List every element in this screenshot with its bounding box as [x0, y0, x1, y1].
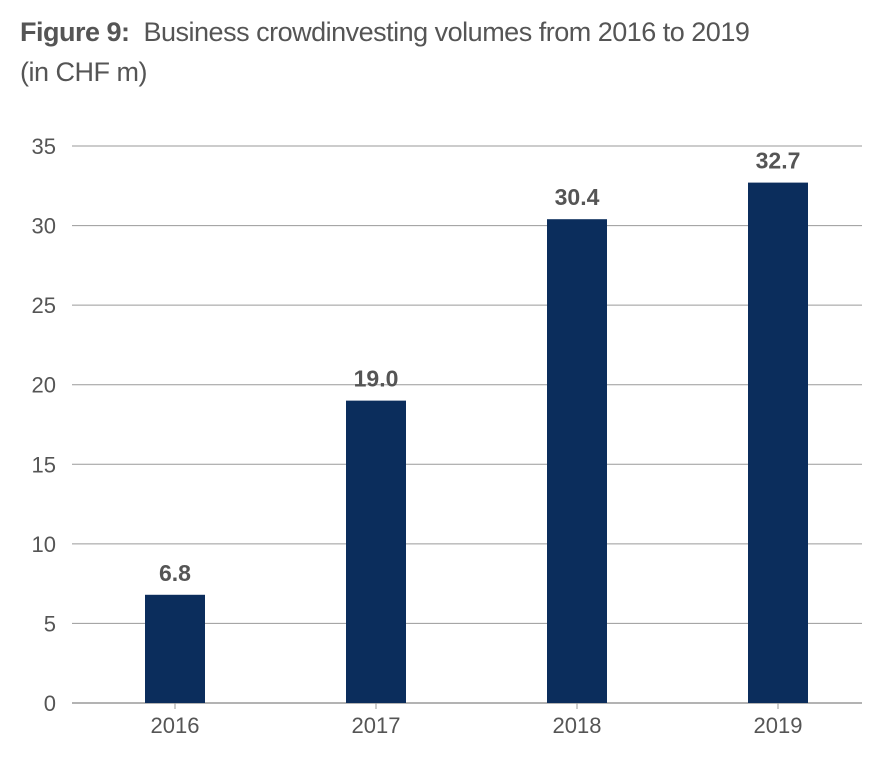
y-tick-label: 15 [32, 452, 56, 477]
bar-2018 [547, 219, 607, 703]
y-tick-label: 35 [32, 134, 56, 159]
y-tick-label: 30 [32, 214, 56, 239]
y-tick-label: 10 [32, 532, 56, 557]
x-tick-label: 2016 [151, 713, 200, 738]
x-tick-label: 2018 [553, 713, 602, 738]
title-text: Business crowdinvesting volumes from 201… [143, 17, 750, 47]
y-tick-label: 20 [32, 373, 56, 398]
data-label: 6.8 [159, 560, 191, 586]
data-label: 32.7 [756, 148, 801, 174]
chart-subtitle: (in CHF m) [20, 57, 147, 87]
bar-2017 [346, 400, 406, 703]
figure-number: Figure 9: [20, 17, 130, 47]
bar-2016 [145, 594, 205, 703]
x-tick-label: 2019 [754, 713, 803, 738]
chart-title: Figure 9: Business crowdinvesting volumes… [20, 12, 750, 92]
y-tick-label: 0 [44, 691, 56, 716]
y-tick-label: 5 [44, 611, 56, 636]
x-tick-label: 2017 [352, 713, 401, 738]
data-label: 30.4 [555, 184, 600, 210]
data-label: 19.0 [354, 366, 399, 392]
bar-2019 [748, 182, 808, 704]
y-tick-label: 25 [32, 293, 56, 318]
